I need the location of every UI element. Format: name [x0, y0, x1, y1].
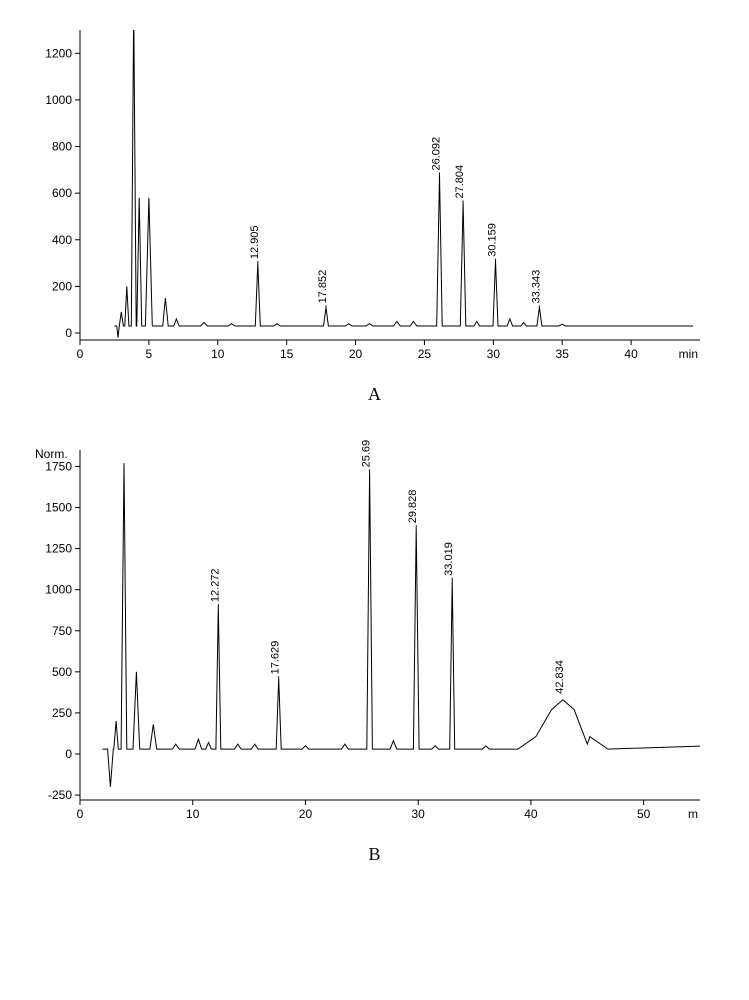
svg-text:33.343: 33.343	[530, 270, 542, 304]
svg-text:1500: 1500	[45, 501, 72, 515]
svg-text:40: 40	[524, 807, 538, 821]
svg-text:33.019: 33.019	[443, 542, 455, 576]
svg-text:30: 30	[487, 347, 501, 361]
svg-text:400: 400	[52, 233, 72, 247]
svg-text:12.905: 12.905	[249, 225, 261, 259]
svg-text:17.852: 17.852	[317, 270, 329, 304]
svg-text:42.834: 42.834	[554, 660, 566, 694]
chromatogram-a-svg: 0 200 400 600 800 1000 1200 0 5 10 15 20 25 30 35 40 min…	[20, 20, 710, 380]
panel-b-label: B	[20, 844, 729, 865]
svg-text:600: 600	[52, 186, 72, 200]
svg-text:1000: 1000	[45, 93, 72, 107]
svg-text:750: 750	[52, 624, 72, 638]
svg-text:0: 0	[65, 747, 72, 761]
svg-text:20: 20	[349, 347, 363, 361]
svg-text:200: 200	[52, 279, 72, 293]
svg-text:0: 0	[77, 347, 84, 361]
svg-text:30: 30	[412, 807, 426, 821]
svg-text:25: 25	[418, 347, 432, 361]
svg-text:25.691: 25.691	[361, 440, 373, 467]
svg-text:10: 10	[211, 347, 225, 361]
svg-text:1250: 1250	[45, 542, 72, 556]
svg-text:10: 10	[186, 807, 200, 821]
svg-text:m: m	[688, 807, 698, 821]
svg-text:Norm.: Norm.	[35, 447, 68, 461]
svg-text:5: 5	[146, 347, 153, 361]
svg-text:26.092: 26.092	[430, 137, 442, 171]
svg-text:40: 40	[624, 347, 638, 361]
chromatogram-panel-a: 0 200 400 600 800 1000 1200 0 5 10 15 20 25 30 35 40 min…	[20, 20, 729, 405]
svg-text:1000: 1000	[45, 583, 72, 597]
panel-a-label: A	[20, 384, 729, 405]
svg-text:27.804: 27.804	[454, 165, 466, 199]
svg-text:20: 20	[299, 807, 313, 821]
svg-text:500: 500	[52, 665, 72, 679]
svg-text:12.272: 12.272	[209, 568, 221, 602]
svg-text:30.159: 30.159	[487, 223, 499, 257]
svg-text:0: 0	[65, 326, 72, 340]
svg-text:17.629: 17.629	[270, 641, 282, 675]
svg-text:29.828: 29.828	[407, 490, 419, 524]
chromatogram-b-svg: -250 0 250 500 750 1000 1250 1500 1750 0 10 20 30 40 5…	[20, 440, 710, 840]
svg-text:1750: 1750	[45, 459, 72, 473]
svg-text:1200: 1200	[45, 46, 72, 60]
svg-text:50: 50	[637, 807, 651, 821]
svg-text:35: 35	[556, 347, 570, 361]
svg-text:15: 15	[280, 347, 294, 361]
svg-text:250: 250	[52, 706, 72, 720]
svg-text:min: min	[679, 347, 698, 361]
svg-text:-250: -250	[48, 788, 72, 802]
svg-text:800: 800	[52, 140, 72, 154]
chromatogram-panel-b: -250 0 250 500 750 1000 1250 1500 1750 0 10 20 30 40 5…	[20, 440, 729, 865]
svg-text:0: 0	[77, 807, 84, 821]
